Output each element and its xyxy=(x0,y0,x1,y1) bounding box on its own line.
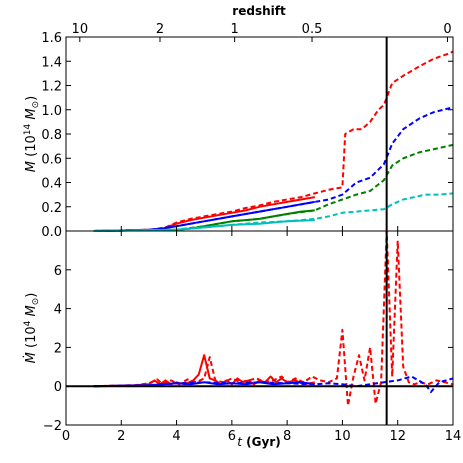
redshift-ticks: 10 2 1 0.5 0 xyxy=(72,22,452,42)
bottom-axes-frame xyxy=(65,230,454,426)
top-ytick-label: 1.6 xyxy=(41,31,62,46)
bottom-ytick-label: −2 xyxy=(43,419,62,434)
top-panel: 0.0 0.2 0.4 0.6 0.8 1.0 1.2 1.4 1.6 10 2 1 0.5 0 red… xyxy=(23,4,454,240)
bottom-series-group xyxy=(93,230,454,407)
top-x-ticks xyxy=(65,226,454,231)
bottom-x-ticks: 0 2 4 6 8 10 12 14 xyxy=(62,231,461,444)
bottom-x-axis-label: t (Gyr) xyxy=(237,435,280,449)
top-series-7 xyxy=(93,192,454,232)
bottom-reference-lines xyxy=(66,231,453,425)
bottom-ytick-label: 4 xyxy=(54,303,62,318)
top-ytick-label: 1.0 xyxy=(41,104,62,119)
bottom-ytick-label: 0 xyxy=(54,380,62,395)
top-ytick-label: 0.2 xyxy=(41,201,62,216)
bottom-xtick-label: 2 xyxy=(117,429,125,444)
redshift-tick-label: 10 xyxy=(72,22,89,37)
redshift-tick-label: 0.5 xyxy=(302,22,323,37)
bottom-xtick-label: 12 xyxy=(389,429,406,444)
top-ytick-label: 0.6 xyxy=(41,152,62,167)
top-ytick-label: 1.2 xyxy=(41,80,62,95)
redshift-tick-label: 1 xyxy=(230,22,238,37)
bottom-series-1 xyxy=(93,230,454,407)
bottom-xtick-label: 4 xyxy=(172,429,180,444)
top-ytick-label: 0.8 xyxy=(41,128,62,143)
bottom-xtick-label: 0 xyxy=(62,429,70,444)
top-y-axis-label: M (1014 M⊙) xyxy=(23,96,41,172)
bottom-xtick-label: 14 xyxy=(445,429,462,444)
top-series-5 xyxy=(93,143,454,232)
top-ytick-label: 0.4 xyxy=(41,177,62,192)
bottom-series-3 xyxy=(93,375,454,393)
bottom-xtick-label: 8 xyxy=(283,429,291,444)
bottom-xtick-label: 10 xyxy=(334,429,351,444)
bottom-ytick-label: 6 xyxy=(54,264,62,279)
bottom-y-axis-label: Ṁ (104 M⊙) xyxy=(23,293,41,364)
bottom-y-ticks: −2 0 2 4 6 xyxy=(43,264,453,434)
top-series-1 xyxy=(93,50,454,232)
redshift-axis-label: redshift xyxy=(232,4,286,18)
bottom-xtick-label: 6 xyxy=(228,429,236,444)
redshift-tick-label: 0 xyxy=(443,22,451,37)
redshift-tick-label: 2 xyxy=(156,22,164,37)
top-ytick-label: 1.4 xyxy=(41,55,62,70)
bottom-ytick-label: 2 xyxy=(54,341,62,356)
top-ytick-label: 0.0 xyxy=(41,225,62,240)
top-series-3 xyxy=(93,106,454,232)
